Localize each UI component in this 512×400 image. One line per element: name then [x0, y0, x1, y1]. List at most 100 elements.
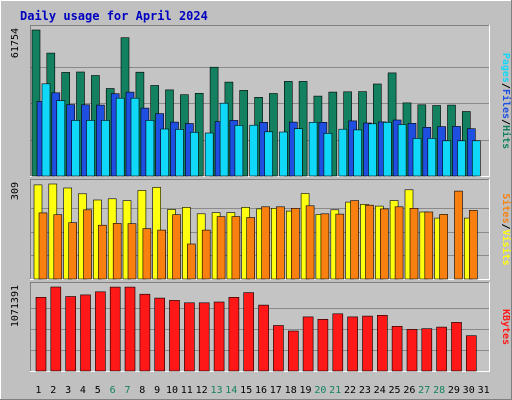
bar-sites-day-15 [246, 217, 255, 280]
bar-kbytes-day-5 [95, 291, 106, 372]
bar-pages-day-14 [234, 125, 244, 177]
bar-pages-day-3 [71, 120, 80, 177]
bar-kbytes-day-9 [154, 297, 165, 372]
x-tick-day-25: 25 [388, 385, 400, 396]
legend-separator: / [500, 119, 511, 125]
bar-sites-day-16 [261, 206, 270, 280]
x-tick-day-30: 30 [463, 385, 475, 396]
x-axis-tick-labels: 1 2 3 4 5 6 7 8 9 10 11 12 13 14 15 16 17 18 19 20 21 22 23 24 2… [35, 385, 489, 396]
bar-kbytes-day-7 [124, 286, 136, 372]
chart-panels: 61754Pages/Files/Hits309Sites/Visits1071… [10, 25, 512, 372]
x-tick-day-1: 1 [35, 385, 41, 396]
x-tick-day-7: 7 [124, 385, 130, 396]
x-tick-day-17: 17 [270, 385, 282, 396]
bar-pages-day-10 [175, 129, 184, 177]
bar-pages-day-22 [353, 129, 362, 177]
panel-visits-sites: 309 Sites/Visits [10, 179, 512, 280]
x-tick-day-18: 18 [285, 385, 297, 396]
bar-pages-day-9 [160, 128, 169, 177]
panel-max-label: 1071391 [10, 285, 21, 327]
legend-kbytes: KBytes [500, 309, 511, 345]
bar-pages-day-21 [338, 128, 348, 177]
legend-pages: Pages [500, 53, 511, 83]
legend-separator: / [500, 223, 511, 229]
bar-sites-day-22 [350, 200, 359, 280]
bar-kbytes-day-3 [65, 296, 76, 372]
bar-kbytes-day-1 [35, 296, 47, 372]
bar-pages-day-12 [204, 132, 214, 177]
legend-hits: Hits [500, 125, 512, 149]
bar-kbytes-day-22 [347, 316, 358, 372]
bar-kbytes-day-20 [317, 318, 329, 372]
legend-visits: Visits [500, 230, 512, 266]
bar-sites-day-27 [424, 211, 434, 280]
bar-sites-day-1 [38, 212, 48, 280]
x-tick-day-14: 14 [225, 385, 237, 396]
x-tick-day-20: 20 [314, 385, 326, 396]
bar-sites-day-19 [305, 205, 315, 280]
bar-kbytes-day-15 [243, 292, 254, 372]
bar-sites-day-24 [379, 208, 389, 280]
panel-max-label: 61754 [10, 28, 21, 58]
x-tick-day-16: 16 [255, 385, 267, 396]
x-tick-day-12: 12 [196, 385, 208, 396]
bar-pages-day-29 [457, 140, 466, 177]
bar-kbytes-day-21 [332, 313, 344, 372]
bar-sites-day-21 [335, 213, 345, 280]
bar-pages-day-6 [115, 97, 125, 177]
bar-kbytes-day-23 [362, 315, 373, 372]
series-sites [38, 190, 478, 280]
bar-kbytes-day-16 [258, 304, 269, 372]
legend-files: Files [500, 89, 512, 119]
bar-sites-day-18 [290, 208, 300, 280]
bar-sites-day-11 [187, 243, 196, 280]
bar-pages-day-19 [308, 122, 318, 177]
bar-kbytes-day-26 [406, 329, 418, 372]
panel-legend: Sites/Visits [500, 193, 512, 265]
bar-kbytes-day-4 [80, 294, 91, 372]
bar-sites-day-3 [68, 222, 77, 280]
bar-pages-day-16 [264, 131, 273, 177]
x-tick-day-2: 2 [50, 385, 56, 396]
bar-pages-day-26 [412, 138, 422, 177]
x-tick-day-9: 9 [154, 385, 160, 396]
bar-sites-day-8 [142, 228, 152, 280]
bar-sites-day-7 [127, 223, 137, 280]
bar-kbytes-day-24 [376, 314, 388, 372]
bar-kbytes-day-30 [465, 335, 477, 372]
legend-sites: Sites [500, 193, 512, 223]
x-tick-day-3: 3 [65, 385, 71, 396]
bar-pages-day-20 [323, 133, 333, 177]
x-tick-day-11: 11 [181, 385, 193, 396]
bar-kbytes-day-29 [451, 322, 462, 372]
panel-legend: Pages/Files/Hits [500, 53, 512, 149]
panel-max-label: 309 [10, 182, 21, 200]
bar-pages-day-11 [190, 132, 199, 177]
bar-kbytes-day-17 [273, 325, 284, 372]
bar-pages-day-15 [249, 124, 258, 177]
x-tick-day-5: 5 [95, 385, 101, 396]
x-tick-day-29: 29 [448, 385, 460, 396]
bar-pages-day-28 [442, 140, 451, 177]
x-tick-day-19: 19 [299, 385, 311, 396]
bar-sites-day-28 [439, 214, 448, 280]
x-tick-day-31: 31 [478, 385, 490, 396]
series-visits [33, 183, 473, 280]
x-tick-day-24: 24 [374, 385, 386, 396]
bar-kbytes-day-25 [391, 325, 403, 372]
bar-sites-day-2 [53, 214, 63, 280]
bar-sites-day-30 [468, 210, 478, 280]
bar-pages-day-4 [86, 120, 95, 177]
bar-sites-day-9 [157, 229, 166, 280]
x-tick-day-23: 23 [359, 385, 371, 396]
bar-sites-day-13 [216, 216, 226, 280]
bar-pages-day-23 [368, 123, 377, 177]
legend-separator: / [500, 83, 511, 89]
bar-kbytes-day-11 [184, 302, 195, 372]
bar-sites-day-17 [276, 206, 285, 280]
bar-visits-day-11 [182, 207, 191, 280]
bar-kbytes-day-28 [436, 326, 447, 372]
bar-kbytes-day-19 [302, 316, 314, 372]
chart-title: Daily usage for April 2024 [20, 9, 208, 23]
